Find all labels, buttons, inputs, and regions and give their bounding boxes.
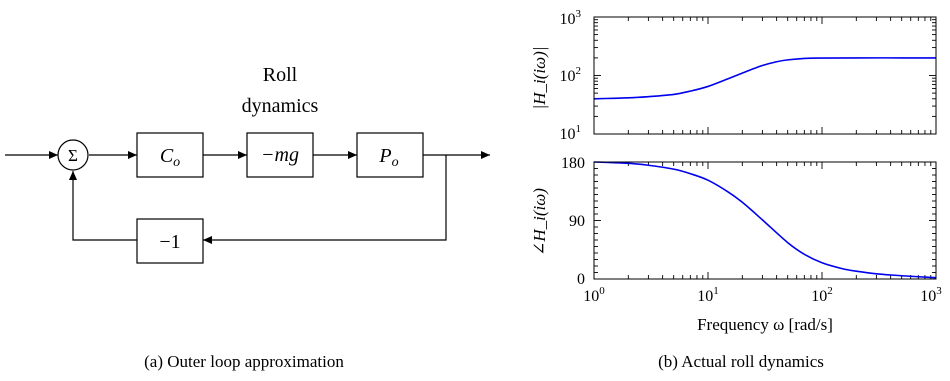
roll-dynamics-gain: −mg (261, 144, 299, 166)
phase-panel: 180 90 0 ∠H_i(iω) 100 101 102 103 Freque… (530, 155, 942, 334)
plant-block (356, 132, 424, 178)
controller-label: Co (160, 145, 180, 170)
magnitude-ylabel: |H_i(iω)| (530, 47, 549, 110)
magnitude-panel: 103 102 101 |H_i(iω)| (530, 8, 937, 143)
plant-label: Po (378, 145, 398, 170)
diagram-caption: (a) Outer loop approximation (144, 352, 344, 371)
phase-ytick-90: 90 (569, 213, 585, 230)
summing-junction (57, 139, 89, 171)
magnitude-curve (593, 57, 936, 100)
frequency-xlabel: Frequency ω [rad/s] (697, 315, 833, 334)
plant-label-sub: o (392, 155, 399, 170)
controller-label-sub: o (173, 155, 180, 170)
controller-label-main: C (160, 145, 174, 167)
phase-xtick-1: 100 (583, 285, 605, 305)
block-diagram: Σ Co Roll dynamics −mg Po −1 (a) Outer l… (5, 64, 490, 371)
phase-ytick-0: 0 (577, 271, 585, 288)
roll-label-line1: Roll (263, 64, 298, 86)
roll-dynamics-block (246, 132, 314, 178)
feedback-path-left (68, 171, 137, 241)
bode-plots: 103 102 101 |H_i(iω)| 180 90 0 ∠H_i(iω) … (530, 8, 942, 371)
plant-label-main: P (378, 145, 391, 167)
magnitude-ytick-100: 102 (560, 65, 582, 85)
sum-symbol: Σ (68, 146, 78, 165)
feedback-path-right (203, 155, 447, 245)
plots-caption: (b) Actual roll dynamics (658, 352, 824, 371)
controller-block (136, 132, 204, 178)
feedback-gain-block (136, 218, 204, 264)
phase-xtick-100: 102 (811, 285, 833, 305)
phase-curve (593, 161, 937, 279)
phase-ticks (593, 161, 936, 280)
phase-xtick-1000: 103 (920, 285, 942, 305)
magnitude-ticks (593, 17, 936, 135)
magnitude-axes-box (593, 16, 937, 135)
phase-axes-box (593, 161, 937, 280)
phase-xtick-10: 101 (697, 285, 719, 305)
phase-ytick-180: 180 (561, 155, 585, 172)
feedback-gain-label: −1 (159, 231, 180, 253)
magnitude-ytick-10: 101 (560, 123, 582, 143)
roll-label-line2: dynamics (242, 95, 319, 117)
magnitude-ytick-1000: 103 (560, 8, 582, 28)
phase-ylabel: ∠H_i(iω) (530, 188, 549, 256)
